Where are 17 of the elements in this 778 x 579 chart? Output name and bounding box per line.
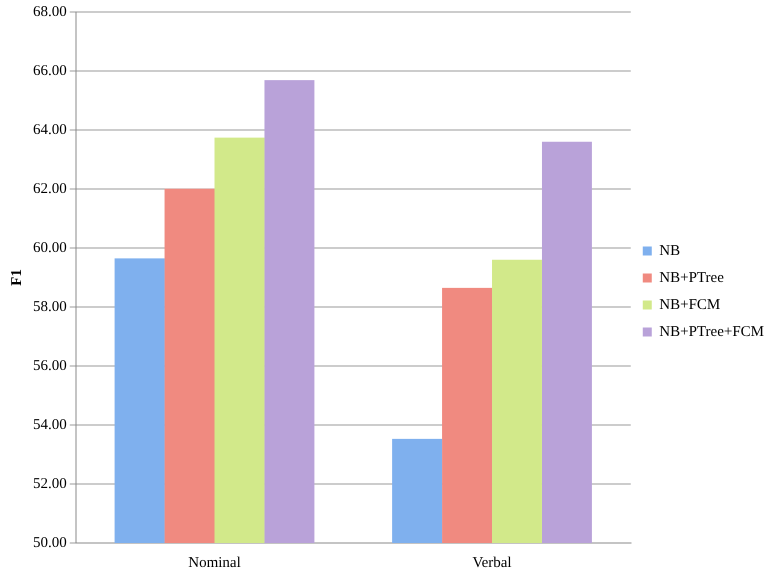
legend-label: NB+PTree [659, 270, 724, 286]
legend-label: NB [659, 242, 680, 259]
y-tick-label: 68.00 [33, 4, 67, 20]
y-tick-label: 56.00 [33, 358, 67, 374]
y-tick-label: 52.00 [33, 476, 67, 492]
y-tick-label: 62.00 [33, 180, 67, 197]
y-tick-label: 58.00 [33, 298, 67, 315]
legend-label: NB+FCM [659, 296, 720, 313]
y-tick-label: 50.00 [33, 534, 67, 551]
legend-label: NB+PTree+FCM [659, 324, 764, 340]
y-tick-label: 54.00 [33, 416, 67, 433]
x-tick-label: Verbal [472, 554, 512, 571]
y-tick-label: 60.00 [33, 240, 67, 256]
y-tick-label: 66.00 [33, 62, 67, 79]
x-tick-label: Nominal [188, 554, 241, 571]
y-tick-label: 64.00 [33, 122, 67, 138]
y-axis-title: F1 [8, 269, 25, 286]
